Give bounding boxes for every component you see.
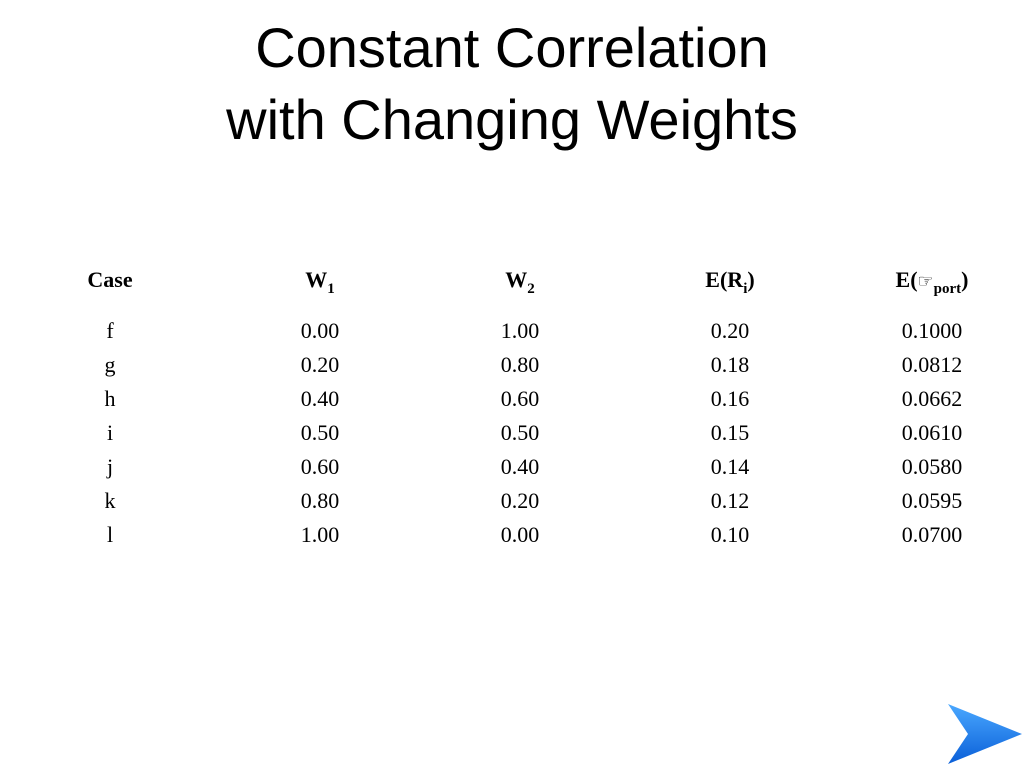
- cell-w1: 1.00: [300, 522, 340, 547]
- cell-er: 0.15: [710, 420, 750, 445]
- cell-w2: 1.00: [500, 318, 540, 343]
- cell-w2: 0.20: [500, 488, 540, 513]
- cell-w2: 0.00: [500, 522, 540, 547]
- cell-w1: 0.50: [300, 420, 340, 445]
- header-w1: W1: [220, 258, 420, 302]
- title-line-2: with Changing Weights: [226, 88, 798, 151]
- next-arrow-icon[interactable]: [944, 700, 1024, 768]
- header-w2-sub: 2: [527, 281, 535, 297]
- cell-w2: 0.60: [500, 386, 540, 411]
- cell-case: i: [106, 420, 114, 445]
- cell-sp: 0.0610: [901, 420, 963, 445]
- cell-sp: 0.0595: [901, 488, 963, 513]
- table-row: f 0.00 1.00 0.20 0.1000: [0, 314, 1024, 348]
- header-sp-prefix: E(: [895, 267, 918, 292]
- cell-sp: 0.0700: [901, 522, 963, 547]
- cell-er: 0.20: [710, 318, 750, 343]
- cell-sp: 0.0812: [901, 352, 963, 377]
- weights-table: Case W1 W2 E(Ri) E(☞port): [0, 258, 1024, 552]
- cell-case: k: [104, 488, 116, 513]
- title-line-1: Constant Correlation: [255, 16, 769, 79]
- header-case-label: Case: [87, 267, 133, 292]
- cell-w1: 0.80: [300, 488, 340, 513]
- cell-w2: 0.50: [500, 420, 540, 445]
- cell-er: 0.18: [710, 352, 750, 377]
- cell-sp: 0.0580: [901, 454, 963, 479]
- header-w2: W2: [420, 258, 620, 302]
- table-spacer: [0, 302, 1024, 314]
- cell-case: l: [106, 522, 114, 547]
- header-w1-base: W: [305, 267, 328, 292]
- table-row: i 0.50 0.50 0.15 0.0610: [0, 416, 1024, 450]
- cell-case: h: [104, 386, 116, 411]
- cell-w1: 0.00: [300, 318, 340, 343]
- header-sp-sub: port: [933, 281, 962, 297]
- header-sp-suffix: ): [961, 267, 969, 292]
- table-row: g 0.20 0.80 0.18 0.0812: [0, 348, 1024, 382]
- cell-er: 0.10: [710, 522, 750, 547]
- weights-table-container: Case W1 W2 E(Ri) E(☞port): [0, 258, 1024, 552]
- table-row: h 0.40 0.60 0.16 0.0662: [0, 382, 1024, 416]
- header-portfolio-sigma: E(☞port): [840, 258, 1024, 302]
- header-w1-sub: 1: [327, 281, 335, 297]
- table-row: l 1.00 0.00 0.10 0.0700: [0, 518, 1024, 552]
- cell-case: j: [106, 454, 114, 479]
- table-row: k 0.80 0.20 0.12 0.0595: [0, 484, 1024, 518]
- cell-w1: 0.40: [300, 386, 340, 411]
- cell-w1: 0.60: [300, 454, 340, 479]
- table-row: j 0.60 0.40 0.14 0.0580: [0, 450, 1024, 484]
- header-w2-base: W: [505, 267, 528, 292]
- cell-sp: 0.1000: [901, 318, 963, 343]
- slide-title: Constant Correlation with Changing Weigh…: [0, 12, 1024, 156]
- cell-er: 0.14: [710, 454, 750, 479]
- cell-case: g: [104, 352, 116, 377]
- cell-er: 0.16: [710, 386, 750, 411]
- table-header-row: Case W1 W2 E(Ri) E(☞port): [0, 258, 1024, 302]
- cell-w2: 0.80: [500, 352, 540, 377]
- header-er-sub: i: [743, 281, 748, 297]
- cell-case: f: [106, 318, 114, 343]
- header-case: Case: [0, 258, 220, 302]
- cell-w1: 0.20: [300, 352, 340, 377]
- cell-er: 0.12: [710, 488, 750, 513]
- table-body: f 0.00 1.00 0.20 0.1000 g 0.20 0.80 0.18 0.0812 h 0…: [0, 302, 1024, 552]
- header-expected-return: E(Ri): [620, 258, 840, 302]
- next-arrow-shape[interactable]: [948, 704, 1022, 764]
- header-er-prefix: E(R: [705, 267, 744, 292]
- header-er-suffix: ): [747, 267, 755, 292]
- cell-w2: 0.40: [500, 454, 540, 479]
- cell-sp: 0.0662: [901, 386, 963, 411]
- header-sp-symbol: ☞: [917, 271, 934, 292]
